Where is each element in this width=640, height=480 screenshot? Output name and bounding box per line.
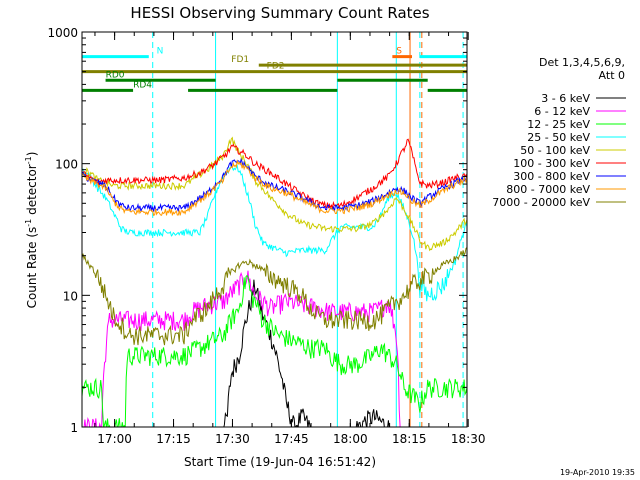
x-tick-label-2: 17:30 — [215, 432, 250, 446]
flag-label-6: RD4 — [133, 80, 152, 90]
legend-label-2: 12 - 25 keV — [527, 118, 590, 131]
series-line-2 — [82, 274, 467, 427]
flag-label-4: FD2 — [267, 62, 285, 72]
legend-label-8: 7000 - 20000 keV — [492, 196, 590, 209]
x-axis-label: Start Time (19-Jun-04 16:51:42) — [184, 455, 376, 469]
x-axis: 17:00 17:15 17:30 17:45 18:00 18:15 18:30 — [94, 32, 486, 446]
x-tick-label-0: 17:00 — [97, 432, 132, 446]
flag-bars: N S FD1 FD2 RD0 RD4 — [82, 47, 467, 92]
y-axis-label-sup2: -1 — [24, 156, 33, 164]
series-line-0 — [223, 279, 390, 427]
plot-area: N S FD1 FD2 RD0 RD4 — [82, 32, 467, 427]
series-line-6 — [82, 157, 467, 213]
plot-content: N S FD1 FD2 RD0 RD4 — [82, 32, 467, 427]
chart-title: HESSI Observing Summary Count Rates — [130, 4, 429, 22]
legend-label-5: 100 - 300 keV — [513, 157, 590, 170]
series-line-5 — [82, 138, 467, 210]
legend-header-1: Det 1,3,4,5,6,9, — [539, 56, 625, 69]
y-axis-label-main: Count Rate (s — [25, 227, 39, 309]
series-line-7 — [82, 159, 467, 217]
series-line-4 — [82, 136, 467, 252]
flag-label-3: FD1 — [231, 55, 249, 65]
flag-label-5: RD0 — [106, 70, 125, 80]
legend-label-0: 3 - 6 keV — [541, 92, 590, 105]
series-line-8 — [82, 247, 467, 346]
flag-label-0: N — [157, 47, 164, 57]
y-axis: 1 10 100 1000 — [47, 26, 467, 435]
legend-label-1: 6 - 12 keV — [534, 105, 590, 118]
series-line-1 — [83, 270, 401, 427]
legend-label-6: 300 - 800 keV — [513, 170, 590, 183]
footer-timestamp: 19-Apr-2010 19:35 — [560, 468, 635, 477]
plot-frame — [81, 31, 468, 428]
flag-label-1: S — [396, 47, 402, 57]
y-axis-label-end: ) — [25, 152, 39, 157]
y-tick-label-3: 1000 — [47, 26, 78, 40]
y-axis-label-sup1: -1 — [24, 219, 33, 227]
series-line-3 — [82, 164, 467, 302]
y-tick-label-2: 100 — [55, 158, 78, 172]
legend-label-4: 50 - 100 keV — [520, 144, 590, 157]
legend-header-2: Att 0 — [599, 69, 625, 82]
y-axis-label-mid: detector — [25, 164, 39, 219]
y-tick-label-0: 1 — [70, 421, 78, 435]
y-tick-label-1: 10 — [63, 289, 78, 303]
x-tick-label-1: 17:15 — [156, 432, 191, 446]
x-tick-label-3: 17:45 — [274, 432, 309, 446]
y-axis-label: Count Rate (s-1 detector-1) — [24, 152, 39, 309]
legend-label-3: 25 - 50 keV — [527, 131, 590, 144]
x-tick-label-6: 18:30 — [451, 432, 486, 446]
x-tick-label-4: 18:00 — [333, 432, 368, 446]
x-tick-label-5: 18:15 — [392, 432, 427, 446]
legend-label-7: 800 - 7000 keV — [506, 183, 590, 196]
